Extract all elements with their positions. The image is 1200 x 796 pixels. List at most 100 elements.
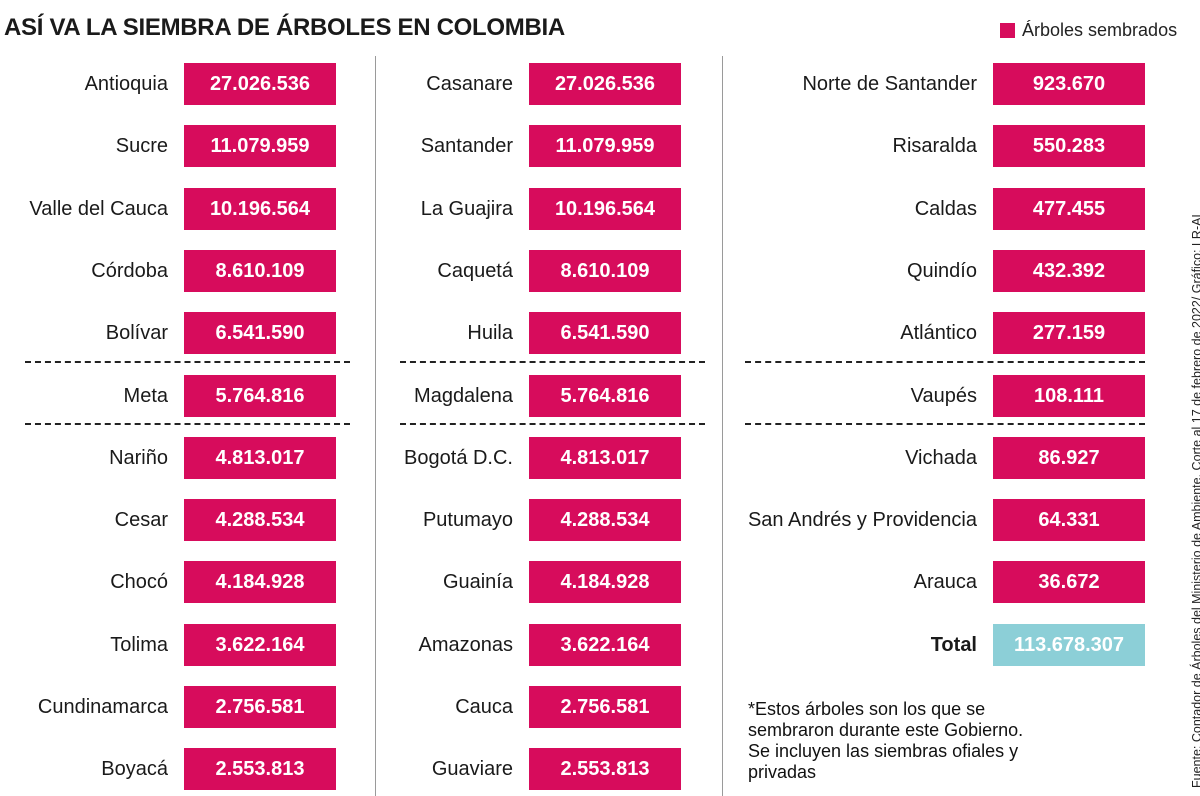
table-row: Tolima 3.622.164: [0, 623, 336, 666]
table-row: Putumayo 4.288.534: [380, 499, 681, 542]
trees-value-box: 477.455: [993, 187, 1145, 230]
total-row: Total 113.678.307: [740, 623, 1145, 666]
department-name: Bolívar: [105, 322, 168, 345]
table-row: San Andrés y Providencia 64.331: [740, 499, 1145, 542]
column-divider-1: [375, 56, 376, 796]
table-row: Quindío 432.392: [740, 249, 1145, 292]
legend-label: Árboles sembrados: [1022, 20, 1178, 40]
table-row: Vaupés 108.111: [740, 374, 1145, 417]
source-note: Fuente: Contador de Árboles del Minister…: [1190, 210, 1200, 788]
trees-value-box: 6.541.590: [184, 312, 336, 355]
table-row: Risaralda 550.283: [740, 125, 1145, 168]
department-name: Arauca: [913, 571, 977, 594]
table-row: Valle del Cauca 10.196.564: [0, 187, 336, 230]
department-name: Santander: [420, 135, 513, 158]
department-name: Tolima: [110, 633, 168, 656]
table-row: Huila 6.541.590: [380, 312, 681, 355]
table-row: Sucre 11.079.959: [0, 125, 336, 168]
legend: Árboles sembrados: [1000, 20, 1177, 41]
department-name: Antioquia: [84, 73, 168, 95]
table-row: Bogotá D.C. 4.813.017: [380, 436, 681, 479]
trees-value-box: 4.813.017: [529, 436, 681, 479]
department-name: Vaupés: [910, 384, 977, 407]
table-row: Cauca 2.756.581: [380, 686, 681, 728]
trees-value-box: 27.026.536: [529, 63, 681, 105]
trees-value-box: 4.184.928: [184, 561, 336, 604]
trees-value-box: 8.610.109: [184, 249, 336, 292]
table-row: Magdalena 5.764.816: [380, 374, 681, 417]
department-name: Nariño: [109, 446, 168, 469]
table-row: Bolívar 6.541.590: [0, 312, 336, 355]
table-row: Caldas 477.455: [740, 187, 1145, 230]
chart-title: ASÍ VA LA SIEMBRA DE ÁRBOLES EN COLOMBIA: [4, 14, 565, 41]
department-name: San Andrés y Providencia: [747, 509, 977, 532]
department-name: Chocó: [110, 571, 168, 594]
table-row: Santander 11.079.959: [380, 125, 681, 168]
table-row: Atlántico 277.159: [740, 312, 1145, 355]
trees-value-box: 86.927: [993, 436, 1145, 479]
trees-value-box: 923.670: [993, 63, 1145, 105]
trees-value-box: 3.622.164: [184, 623, 336, 666]
table-row: Amazonas 3.622.164: [380, 623, 681, 666]
table-row: Arauca 36.672: [740, 561, 1145, 604]
table-row: Caquetá 8.610.109: [380, 249, 681, 292]
department-name: Meta: [123, 384, 168, 407]
department-name: Bogotá D.C.: [404, 446, 513, 469]
table-row: Nariño 4.813.017: [0, 436, 336, 479]
trees-value-box: 4.288.534: [184, 499, 336, 542]
department-name: Vichada: [905, 446, 977, 469]
table-row: Antioquia 27.026.536: [0, 63, 336, 105]
table-row: Chocó 4.184.928: [0, 561, 336, 604]
footnote: *Estos árboles son los que se sembraron …: [748, 699, 1024, 782]
department-name: Quindío: [906, 259, 977, 282]
trees-value-box: 4.813.017: [184, 436, 336, 479]
table-row: Casanare 27.026.536: [380, 63, 681, 105]
trees-value-box: 6.541.590: [529, 312, 681, 355]
trees-value-box: 2.553.813: [184, 748, 336, 791]
trees-value-box: 432.392: [993, 249, 1145, 292]
trees-value-box: 4.288.534: [529, 499, 681, 542]
department-name: Guaviare: [431, 758, 513, 781]
trees-value-box: 5.764.816: [184, 374, 336, 417]
dashed-separator: [25, 423, 350, 425]
table-row: Boyacá 2.553.813: [0, 748, 336, 791]
table-row: Meta 5.764.816: [0, 374, 336, 417]
trees-value-box: 36.672: [993, 561, 1145, 604]
trees-value-box: 4.184.928: [529, 561, 681, 604]
department-name: Guainía: [442, 571, 513, 594]
trees-value-box: 10.196.564: [184, 187, 336, 230]
table-row: Córdoba 8.610.109: [0, 249, 336, 292]
dashed-separator: [25, 361, 350, 363]
dashed-separator: [400, 423, 705, 425]
department-name: Caldas: [914, 197, 977, 220]
trees-value-box: 5.764.816: [529, 374, 681, 417]
department-name: Putumayo: [422, 509, 513, 532]
dashed-separator: [745, 361, 1145, 363]
department-name: Amazonas: [418, 633, 514, 656]
department-name: Huila: [467, 322, 513, 345]
department-name: Risaralda: [892, 135, 977, 158]
dashed-separator: [745, 423, 1145, 425]
trees-value-box: 3.622.164: [529, 623, 681, 666]
trees-value-box: 2.756.581: [529, 686, 681, 728]
legend-swatch: [1000, 23, 1015, 38]
department-name: Valle del Cauca: [29, 197, 168, 220]
trees-value-box: 8.610.109: [529, 249, 681, 292]
table-row: Cundinamarca 2.756.581: [0, 686, 336, 728]
trees-value-box: 2.756.581: [184, 686, 336, 728]
total-label: Total: [930, 633, 977, 656]
table-row: Norte de Santander 923.670: [740, 63, 1145, 105]
department-name: Cundinamarca: [37, 696, 168, 718]
department-name: Caquetá: [437, 259, 513, 282]
total-value-box: 113.678.307: [993, 623, 1145, 666]
department-name: Atlántico: [900, 322, 977, 345]
dashed-separator: [400, 361, 705, 363]
trees-value-box: 11.079.959: [529, 125, 681, 168]
table-row: Vichada 86.927: [740, 436, 1145, 479]
trees-value-box: 27.026.536: [184, 63, 336, 105]
table-row: Guainía 4.184.928: [380, 561, 681, 604]
trees-value-box: 64.331: [993, 499, 1145, 542]
department-name: Boyacá: [101, 758, 168, 781]
trees-value-box: 550.283: [993, 125, 1145, 168]
trees-value-box: 11.079.959: [184, 125, 336, 168]
